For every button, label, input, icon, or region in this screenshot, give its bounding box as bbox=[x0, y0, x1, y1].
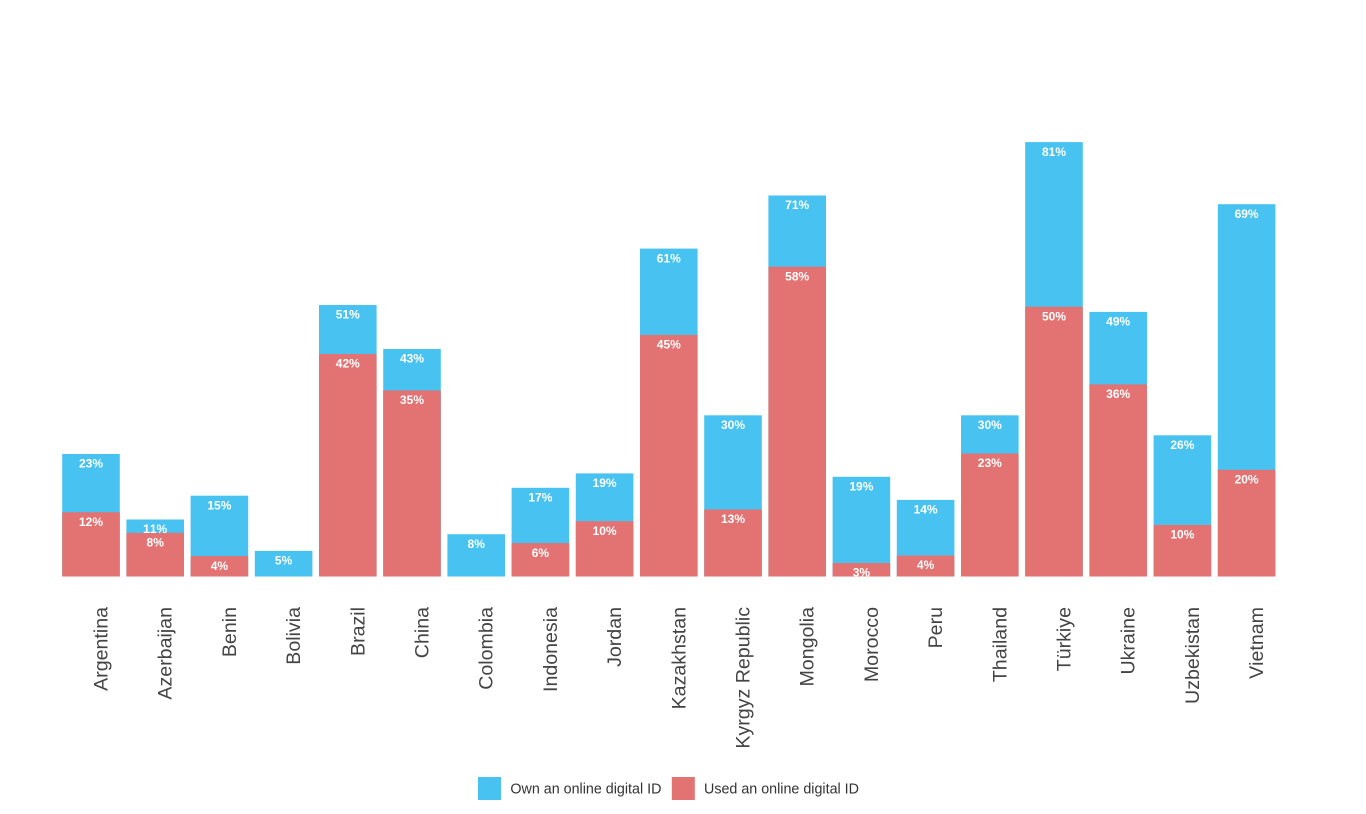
svg-text:Used an online digital ID: Used an online digital ID bbox=[704, 782, 859, 798]
svg-text:19%: 19% bbox=[849, 480, 873, 494]
svg-text:Türkiye: Türkiye bbox=[1054, 607, 1076, 671]
svg-text:14%: 14% bbox=[914, 503, 938, 517]
svg-text:20%: 20% bbox=[1235, 473, 1259, 487]
svg-text:Colombia: Colombia bbox=[476, 607, 498, 690]
svg-text:35%: 35% bbox=[400, 393, 424, 407]
svg-text:26%: 26% bbox=[1170, 438, 1194, 452]
svg-text:43%: 43% bbox=[400, 352, 424, 366]
svg-text:4%: 4% bbox=[211, 559, 229, 573]
svg-text:Brazil: Brazil bbox=[347, 607, 369, 656]
svg-text:36%: 36% bbox=[1106, 387, 1130, 401]
svg-text:10%: 10% bbox=[1170, 528, 1194, 542]
svg-text:Peru: Peru bbox=[925, 607, 947, 648]
svg-text:71%: 71% bbox=[785, 198, 809, 212]
svg-text:Morocco: Morocco bbox=[861, 607, 883, 682]
svg-text:30%: 30% bbox=[978, 418, 1002, 432]
svg-text:58%: 58% bbox=[785, 269, 809, 283]
svg-text:Indonesia: Indonesia bbox=[540, 607, 562, 692]
svg-text:Thailand: Thailand bbox=[989, 607, 1011, 682]
svg-text:51%: 51% bbox=[336, 308, 360, 322]
svg-text:Jordan: Jordan bbox=[604, 607, 626, 667]
svg-text:8%: 8% bbox=[147, 536, 165, 550]
svg-text:Vietnam: Vietnam bbox=[1246, 607, 1268, 679]
svg-text:12%: 12% bbox=[79, 515, 103, 529]
svg-text:Ukraine: Ukraine bbox=[1118, 607, 1140, 675]
svg-text:50%: 50% bbox=[1042, 309, 1066, 323]
svg-text:15%: 15% bbox=[207, 498, 231, 512]
svg-text:17%: 17% bbox=[528, 491, 552, 505]
svg-text:Own an online digital ID: Own an online digital ID bbox=[510, 782, 661, 798]
svg-text:6%: 6% bbox=[532, 546, 550, 560]
svg-text:Kazakhstan: Kazakhstan bbox=[668, 607, 690, 709]
svg-text:61%: 61% bbox=[657, 251, 681, 265]
svg-text:11%: 11% bbox=[143, 522, 167, 536]
svg-text:23%: 23% bbox=[79, 457, 103, 471]
svg-text:81%: 81% bbox=[1042, 145, 1066, 159]
svg-text:Argentina: Argentina bbox=[91, 607, 113, 691]
svg-text:4%: 4% bbox=[917, 558, 935, 572]
svg-text:19%: 19% bbox=[593, 476, 617, 490]
svg-text:30%: 30% bbox=[721, 418, 745, 432]
svg-text:Benin: Benin bbox=[219, 607, 241, 657]
svg-text:3%: 3% bbox=[853, 566, 871, 580]
svg-text:49%: 49% bbox=[1106, 315, 1130, 329]
svg-text:Bolivia: Bolivia bbox=[283, 607, 305, 665]
svg-text:69%: 69% bbox=[1235, 207, 1259, 221]
svg-text:Azerbaijan: Azerbaijan bbox=[155, 607, 177, 700]
svg-text:45%: 45% bbox=[657, 338, 681, 352]
svg-text:10%: 10% bbox=[593, 524, 617, 538]
svg-text:42%: 42% bbox=[336, 357, 360, 371]
svg-text:13%: 13% bbox=[721, 512, 745, 526]
svg-text:8%: 8% bbox=[468, 537, 486, 551]
svg-text:Mongolia: Mongolia bbox=[797, 607, 819, 687]
svg-text:23%: 23% bbox=[978, 456, 1002, 470]
svg-text:Kyrgyz Republic: Kyrgyz Republic bbox=[733, 607, 755, 749]
svg-text:5%: 5% bbox=[275, 554, 293, 568]
svg-text:China: China bbox=[412, 607, 434, 658]
svg-text:Uzbekistan: Uzbekistan bbox=[1182, 607, 1204, 704]
